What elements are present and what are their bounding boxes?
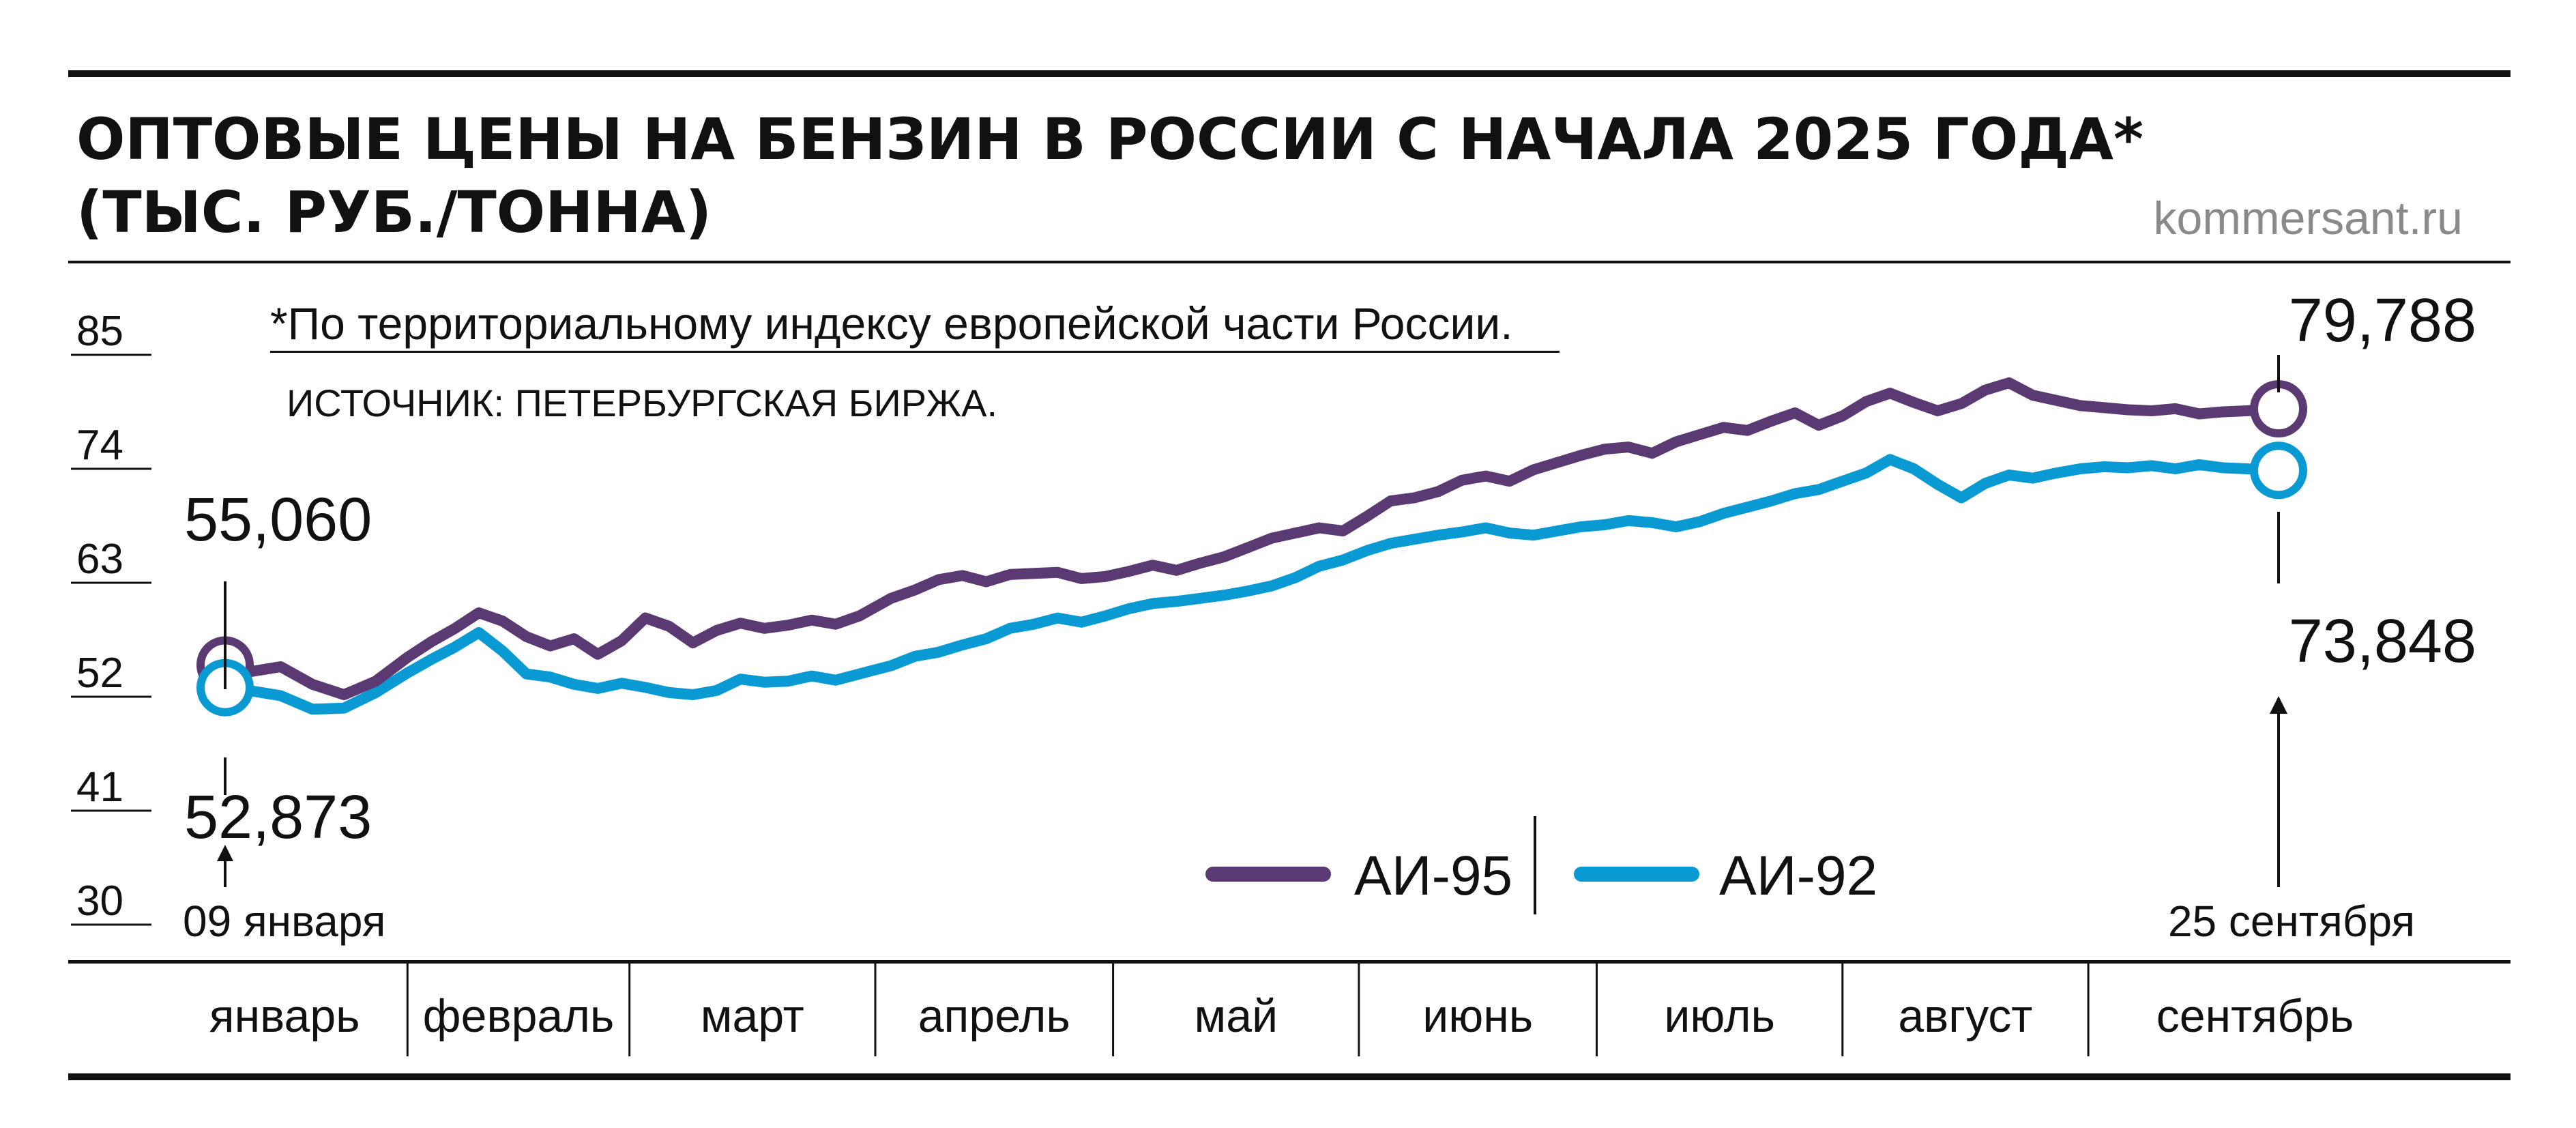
chart-title-line1: ОПТОВЫЕ ЦЕНЫ НА БЕНЗИН В РОССИИ С НАЧАЛА…	[76, 106, 2143, 173]
end-value-ai95: 79,788	[2289, 287, 2476, 355]
chart-title-line2: (ТЫС. РУБ./ТОННА)	[76, 179, 712, 246]
month-label: март	[701, 990, 804, 1042]
end-arrow-head	[2270, 696, 2287, 714]
series-layer	[196, 377, 2307, 717]
footnote-underline	[270, 351, 1560, 353]
month-label: август	[1898, 990, 2032, 1042]
bottom-rule	[68, 1073, 2511, 1080]
start-value-ai92: 52,873	[184, 783, 372, 852]
header-rule	[68, 261, 2511, 263]
legend-label-ai92: АИ-92	[1719, 845, 1877, 907]
month-label: июль	[1664, 990, 1775, 1042]
month-label: январь	[209, 990, 360, 1042]
end-value-ai92: 73,848	[2289, 607, 2476, 676]
month-label: май	[1195, 990, 1278, 1042]
x-start-date: 09 января	[183, 897, 385, 946]
y-tick-label: 30	[76, 878, 123, 925]
x-end-date: 25 сентября	[2168, 897, 2415, 946]
y-tick-label: 63	[76, 536, 123, 583]
y-tick-label: 85	[76, 308, 123, 355]
site-label: kommersant.ru	[2154, 192, 2463, 244]
y-tick-label: 52	[76, 650, 123, 697]
month-label: апрель	[918, 990, 1070, 1042]
source-note: ИСТОЧНИК: ПЕТЕРБУРГСКАЯ БИРЖА.	[287, 381, 997, 424]
month-label: февраль	[423, 990, 615, 1042]
legend-label-ai95: АИ-95	[1354, 845, 1512, 907]
y-axis: 85 74 63 52 41 30	[71, 308, 151, 926]
month-label: сентябрь	[2156, 990, 2354, 1042]
series-line-ai95	[220, 377, 2284, 700]
y-tick-label: 74	[76, 422, 123, 469]
month-label: июнь	[1422, 990, 1533, 1042]
end-marker-ai92	[2250, 442, 2307, 500]
legend: АИ-95 АИ-92	[1205, 816, 1877, 914]
start-arrow-head	[217, 845, 233, 861]
series-line-ai92	[220, 454, 2284, 715]
y-tick-label: 41	[76, 764, 123, 811]
x-axis-months: январь февраль март апрель май июнь июль август…	[209, 964, 2354, 1056]
start-value-ai95: 55,060	[184, 486, 372, 554]
top-rule	[68, 70, 2511, 77]
month-axis-top-rule	[68, 960, 2511, 964]
footnote: *По территориальному индексу европейской…	[270, 298, 1513, 349]
